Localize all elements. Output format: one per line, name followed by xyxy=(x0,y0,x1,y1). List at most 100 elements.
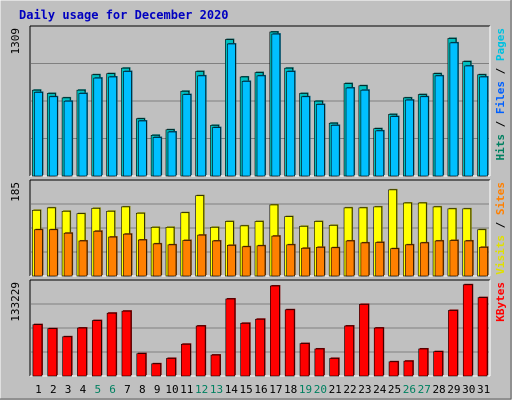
bar-sites-day-27 xyxy=(419,242,429,277)
bar-files-day-6 xyxy=(108,76,117,177)
bar-sites-day-17 xyxy=(271,235,281,277)
bar-kbytes-day-20 xyxy=(314,348,325,377)
x-tick-label-day-25: 25 xyxy=(388,383,401,396)
bar-files-day-10 xyxy=(167,131,177,177)
bar-kbytes-day-22 xyxy=(344,325,354,377)
x-tick-label-day-30: 30 xyxy=(462,383,475,396)
bar-files-day-2 xyxy=(48,96,58,177)
x-tick-label-day-4: 4 xyxy=(80,383,87,396)
bar-files-day-17 xyxy=(271,33,281,177)
bar-files-day-24 xyxy=(375,130,385,177)
x-tick-label-day-9: 9 xyxy=(154,383,161,396)
bar-sites-day-3 xyxy=(63,232,73,277)
x-tick-label-day-29: 29 xyxy=(447,383,460,396)
bar-sites-day-23 xyxy=(360,242,370,277)
legend-entry-hits: Hits xyxy=(494,134,507,161)
y-max-label-bottom: 133229 xyxy=(9,282,22,322)
x-tick-label-day-7: 7 xyxy=(124,383,131,396)
bar-sites-day-5 xyxy=(93,230,103,277)
legend-bottom: KBytes xyxy=(494,282,507,322)
bar-files-day-20 xyxy=(316,104,325,177)
bar-files-day-29 xyxy=(449,42,459,177)
x-tick-label-day-13: 13 xyxy=(210,383,223,396)
bar-sites-day-25 xyxy=(390,248,399,277)
bar-kbytes-day-1 xyxy=(32,324,43,377)
bar-files-day-23 xyxy=(360,89,370,177)
bar-kbytes-day-8 xyxy=(136,353,147,377)
bar-sites-day-11 xyxy=(182,240,192,277)
legend-entry-sites: Sites xyxy=(494,182,507,215)
bar-files-day-9 xyxy=(152,137,162,177)
x-tick-label-day-2: 2 xyxy=(50,383,57,396)
bar-kbytes-day-16 xyxy=(255,318,265,377)
bar-files-day-5 xyxy=(93,77,103,177)
bar-kbytes-day-17 xyxy=(270,285,280,377)
bar-kbytes-day-4 xyxy=(77,327,87,377)
x-tick-label-day-5: 5 xyxy=(94,383,101,396)
bar-kbytes-day-10 xyxy=(166,358,176,377)
x-tick-label-day-22: 22 xyxy=(343,383,356,396)
bar-sites-day-19 xyxy=(301,247,310,277)
panel-bottom: 133229 KBytes xyxy=(9,279,507,377)
bar-sites-day-22 xyxy=(345,240,355,277)
x-tick-label-day-31: 31 xyxy=(477,383,490,396)
y-max-label-top: 1309 xyxy=(9,28,22,55)
x-tick-label-day-14: 14 xyxy=(225,383,239,396)
bar-sites-day-31 xyxy=(479,246,488,277)
bar-kbytes-day-9 xyxy=(151,363,161,377)
bar-kbytes-day-26 xyxy=(403,360,414,377)
bar-files-day-19 xyxy=(301,96,310,177)
bar-sites-day-21 xyxy=(330,247,340,277)
x-tick-label-day-23: 23 xyxy=(358,383,371,396)
x-tick-label-day-15: 15 xyxy=(240,383,253,396)
bar-files-day-25 xyxy=(390,116,399,177)
bar-files-day-1 xyxy=(34,92,43,177)
bar-files-day-3 xyxy=(63,100,73,177)
legend-entry-visits: Visits xyxy=(494,235,507,275)
bar-files-day-13 xyxy=(212,127,221,177)
bar-kbytes-day-13 xyxy=(210,354,221,377)
bar-sites-day-10 xyxy=(167,244,177,277)
legend-separator: / xyxy=(494,215,507,235)
bar-sites-day-28 xyxy=(434,240,444,277)
bar-sites-day-14 xyxy=(227,245,236,277)
bar-files-day-14 xyxy=(227,43,236,177)
x-tick-label-day-21: 21 xyxy=(329,383,342,396)
x-tick-label-day-27: 27 xyxy=(418,383,431,396)
legend-separator: / xyxy=(494,61,507,81)
bar-kbytes-day-12 xyxy=(195,325,206,377)
bar-kbytes-day-30 xyxy=(462,284,473,377)
bar-kbytes-day-27 xyxy=(418,348,429,377)
panel-top: 1309 Hits / Files / Pages xyxy=(9,25,507,177)
x-tick-label-day-17: 17 xyxy=(269,383,282,396)
panel-middle: 185 Visits / Sites xyxy=(9,179,507,277)
bar-kbytes-day-23 xyxy=(359,304,369,377)
bar-files-day-31 xyxy=(479,76,488,177)
bar-sites-day-4 xyxy=(78,240,88,277)
y-max-label-middle: 185 xyxy=(9,182,22,202)
legend-entry-kbytes: KBytes xyxy=(494,282,507,322)
x-tick-label-day-1: 1 xyxy=(35,383,42,396)
bar-files-day-18 xyxy=(286,71,295,177)
bar-kbytes-day-2 xyxy=(47,328,58,377)
bar-sites-day-15 xyxy=(241,246,251,277)
legend-entry-files: Files xyxy=(494,81,507,114)
bar-files-day-27 xyxy=(419,96,429,177)
bar-sites-day-26 xyxy=(405,244,414,277)
x-tick-label-day-16: 16 xyxy=(254,383,267,396)
bar-kbytes-day-6 xyxy=(106,312,117,377)
bar-sites-day-29 xyxy=(449,240,459,277)
x-tick-label-day-8: 8 xyxy=(139,383,146,396)
bar-sites-day-1 xyxy=(34,229,43,277)
bar-files-day-7 xyxy=(123,71,132,177)
bar-kbytes-day-24 xyxy=(373,327,384,377)
x-tick-label-day-26: 26 xyxy=(403,383,416,396)
bar-sites-day-8 xyxy=(137,239,147,277)
bar-kbytes-day-29 xyxy=(448,310,458,377)
bar-files-day-8 xyxy=(137,120,147,177)
x-tick-label-day-3: 3 xyxy=(65,383,72,396)
bar-kbytes-day-7 xyxy=(121,310,132,377)
x-tick-label-day-12: 12 xyxy=(195,383,208,396)
